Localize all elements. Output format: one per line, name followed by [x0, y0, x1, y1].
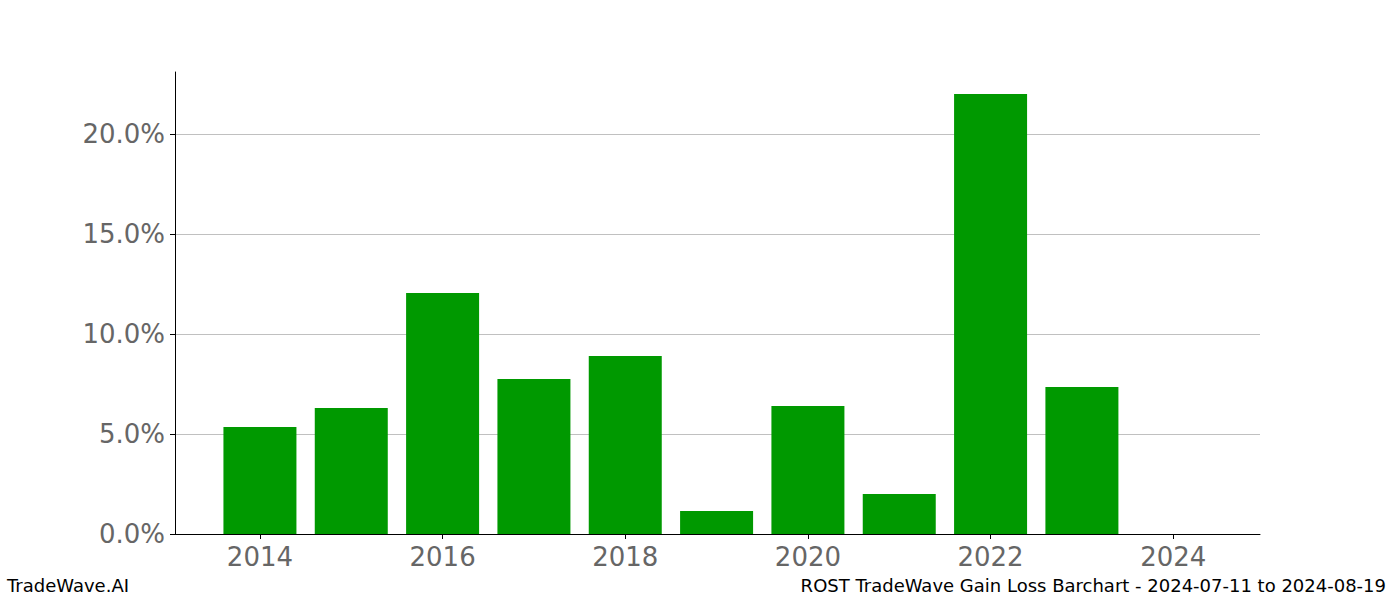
svg-text:20.0%: 20.0%: [82, 119, 165, 149]
svg-text:15.0%: 15.0%: [82, 219, 165, 249]
svg-text:ROST TradeWave Gain Loss Barch: ROST TradeWave Gain Loss Barchart - 2024…: [801, 575, 1386, 596]
svg-text:2014: 2014: [227, 542, 293, 572]
svg-text:2018: 2018: [592, 542, 658, 572]
svg-text:TradeWave.AI: TradeWave.AI: [6, 575, 129, 596]
svg-text:2016: 2016: [410, 542, 476, 572]
svg-text:5.0%: 5.0%: [99, 419, 165, 449]
svg-text:0.0%: 0.0%: [99, 519, 165, 549]
svg-text:2024: 2024: [1140, 542, 1206, 572]
svg-text:10.0%: 10.0%: [82, 319, 165, 349]
svg-text:2022: 2022: [957, 542, 1023, 572]
svg-text:2020: 2020: [775, 542, 841, 572]
